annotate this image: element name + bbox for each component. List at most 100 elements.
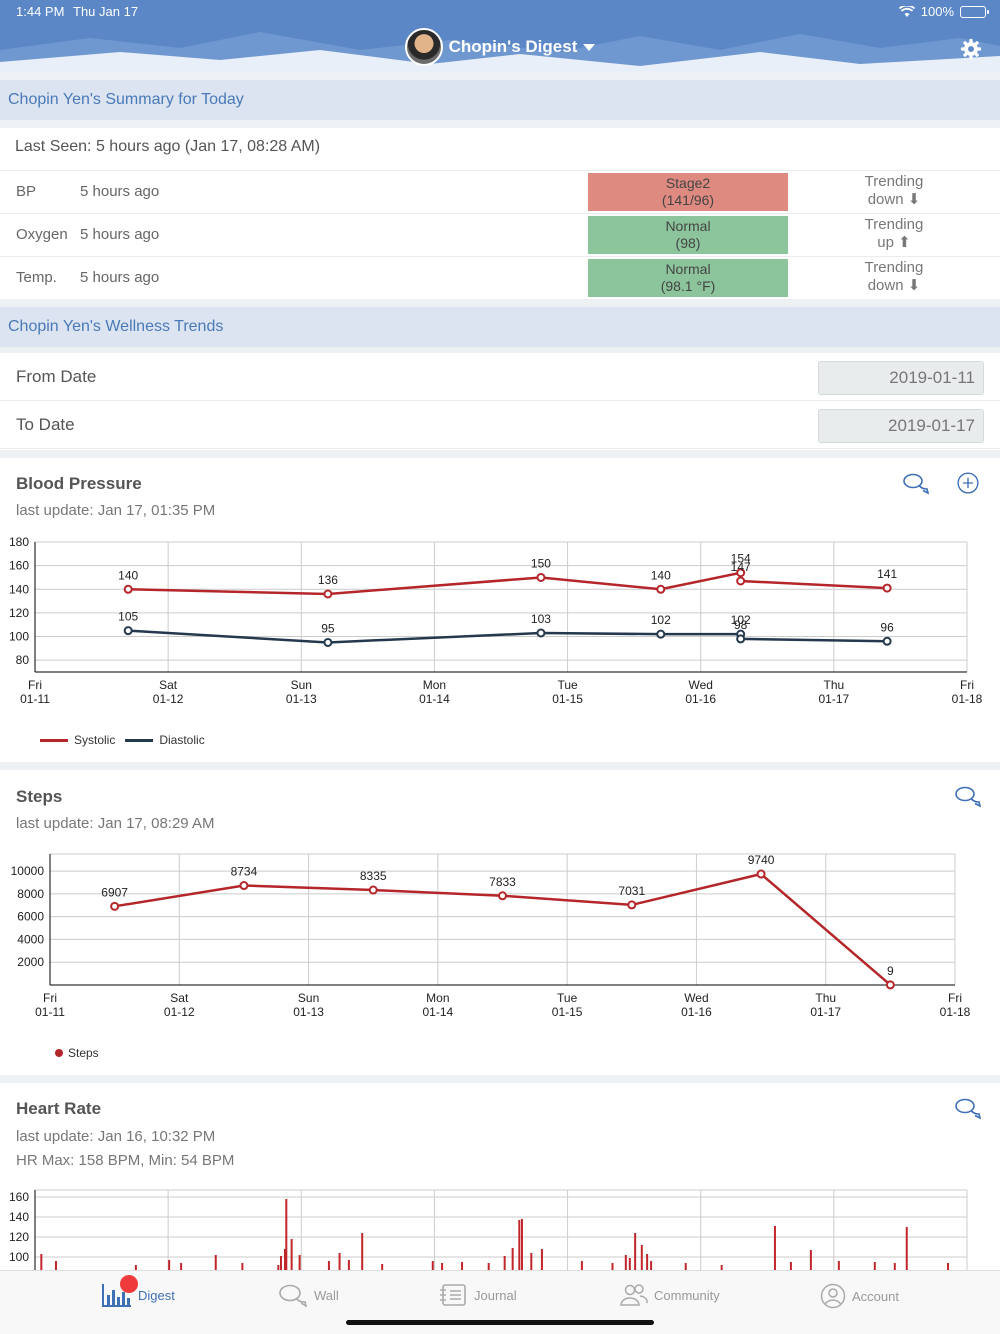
data-point	[123, 584, 133, 594]
chat-icon	[279, 1284, 308, 1307]
y-tick-label: 10000	[11, 864, 45, 878]
y-tick-label: 100	[9, 630, 29, 644]
tab-journal[interactable]: Journal	[440, 1283, 517, 1307]
hr-bar	[720, 1265, 723, 1270]
hr-bar	[684, 1263, 687, 1270]
to-date-row: To Date 2019-01-17	[0, 401, 1000, 449]
bp-legend: Systolic Diastolic	[40, 733, 205, 747]
tab-wall[interactable]: Wall	[278, 1283, 339, 1307]
summary-header: Chopin Yen's Summary for Today	[0, 80, 1000, 120]
hr-bar	[168, 1260, 171, 1270]
hr-bar	[361, 1233, 364, 1270]
hr-bar	[347, 1260, 350, 1270]
x-tick-label: 01-17	[810, 1005, 841, 1019]
hr-bar	[773, 1226, 776, 1270]
legend-swatch	[55, 1049, 63, 1057]
app-title: Chopin's Digest	[448, 37, 578, 56]
data-point	[536, 572, 546, 582]
hr-bar	[503, 1256, 506, 1270]
hr-bar	[624, 1255, 627, 1270]
hr-summary: HR Max: 158 BPM, Min: 54 BPM	[16, 1152, 235, 1169]
hr-bar	[947, 1263, 950, 1270]
last-seen: Last Seen: 5 hours ago (Jan 17, 08:28 AM…	[15, 138, 321, 155]
summary-row-oxygen[interactable]: Oxygen 5 hours ago Normal (98) Trending up…	[0, 213, 1000, 256]
x-tick-label: 01-12	[164, 1005, 195, 1019]
y-tick-label: 140	[9, 1210, 29, 1224]
hr-bar	[520, 1219, 523, 1270]
from-date-label: From Date	[16, 367, 97, 386]
tab-community[interactable]: Community	[620, 1283, 720, 1307]
y-tick-label: 120	[9, 606, 29, 620]
comment-icon[interactable]	[902, 472, 930, 496]
data-label: 6907	[101, 885, 128, 899]
data-label: 147	[731, 560, 751, 574]
hr-bar	[327, 1261, 330, 1270]
account-icon	[820, 1283, 846, 1309]
data-point	[498, 891, 507, 901]
data-point	[736, 634, 746, 644]
chevron-down-icon	[583, 43, 596, 51]
data-point	[885, 980, 895, 990]
hr-bar	[905, 1227, 908, 1270]
gear-icon[interactable]	[960, 38, 982, 60]
from-date-input[interactable]: 2019-01-11	[818, 361, 984, 395]
comment-icon[interactable]	[954, 785, 982, 809]
y-tick-label: 80	[16, 653, 30, 667]
gap	[0, 1075, 1000, 1083]
from-date-row: From Date 2019-01-11	[0, 353, 1000, 401]
bp-last-update: last update: Jan 17, 01:35 PM	[16, 502, 216, 519]
app-title-button[interactable]: Chopin's Digest	[0, 28, 1000, 66]
hr-bar	[54, 1261, 57, 1270]
series-line-steps	[114, 872, 892, 986]
y-tick-label: 140	[9, 582, 29, 596]
comment-icon[interactable]	[954, 1097, 982, 1121]
summary-row-bp[interactable]: BP 5 hours ago Stage2 (141/96) Trending do…	[0, 170, 1000, 213]
hr-bar	[441, 1263, 444, 1270]
data-point	[736, 568, 746, 578]
hr-bar	[611, 1263, 614, 1270]
steps-chart: 200040006000800010000Fri01-11Sat01-12Sun…	[11, 853, 971, 1019]
summary-row-temp[interactable]: Temp. 5 hours ago Normal (98.1 °F) Trendi…	[0, 256, 1000, 299]
hr-bar	[540, 1249, 543, 1270]
data-label: 102	[731, 613, 751, 627]
tab-label: Digest	[138, 1287, 175, 1303]
hr-bar	[789, 1262, 792, 1270]
tab-digest[interactable]: Digest	[102, 1283, 175, 1307]
data-label: 141	[877, 567, 897, 581]
status-badge: Normal (98)	[588, 216, 788, 254]
x-tick-label: 01-17	[819, 692, 850, 706]
add-icon[interactable]	[954, 471, 982, 495]
y-tick-label: 160	[9, 559, 29, 573]
data-label: 140	[118, 568, 138, 582]
data-label: 154	[731, 552, 751, 566]
hr-bar	[487, 1263, 490, 1270]
steps-legend: Steps	[55, 1046, 99, 1060]
summary-when: 5 hours ago	[80, 183, 160, 200]
bar-chart-icon	[102, 1284, 131, 1307]
legend-swatch	[125, 738, 154, 742]
tab-account[interactable]: Account	[820, 1283, 899, 1309]
data-label: 96	[880, 620, 894, 634]
hr-bar	[650, 1261, 653, 1270]
hr-bar	[511, 1248, 514, 1270]
legend-systolic: Systolic	[74, 733, 116, 747]
to-date-input[interactable]: 2019-01-17	[818, 409, 984, 443]
x-tick-label: Fri	[948, 991, 962, 1005]
data-point	[882, 583, 892, 593]
bp-title: Blood Pressure	[16, 474, 142, 493]
legend-swatch	[40, 738, 68, 742]
x-tick-label: Fri	[28, 678, 42, 692]
x-tick-label: 01-16	[681, 1005, 712, 1019]
x-tick-label: Thu	[815, 991, 836, 1005]
status-right: 100%	[898, 4, 989, 19]
hr-chart: 100 120 140 160	[9, 1189, 968, 1270]
trend-indicator: Trending down ⬇	[864, 259, 924, 294]
header-mountains	[0, 32, 1000, 72]
hr-bar	[277, 1265, 280, 1270]
hr-bar	[279, 1256, 282, 1270]
hr-bar	[283, 1249, 286, 1270]
x-tick-label: Sat	[170, 991, 189, 1005]
data-label: 8734	[231, 865, 258, 879]
hr-bar	[298, 1255, 301, 1270]
